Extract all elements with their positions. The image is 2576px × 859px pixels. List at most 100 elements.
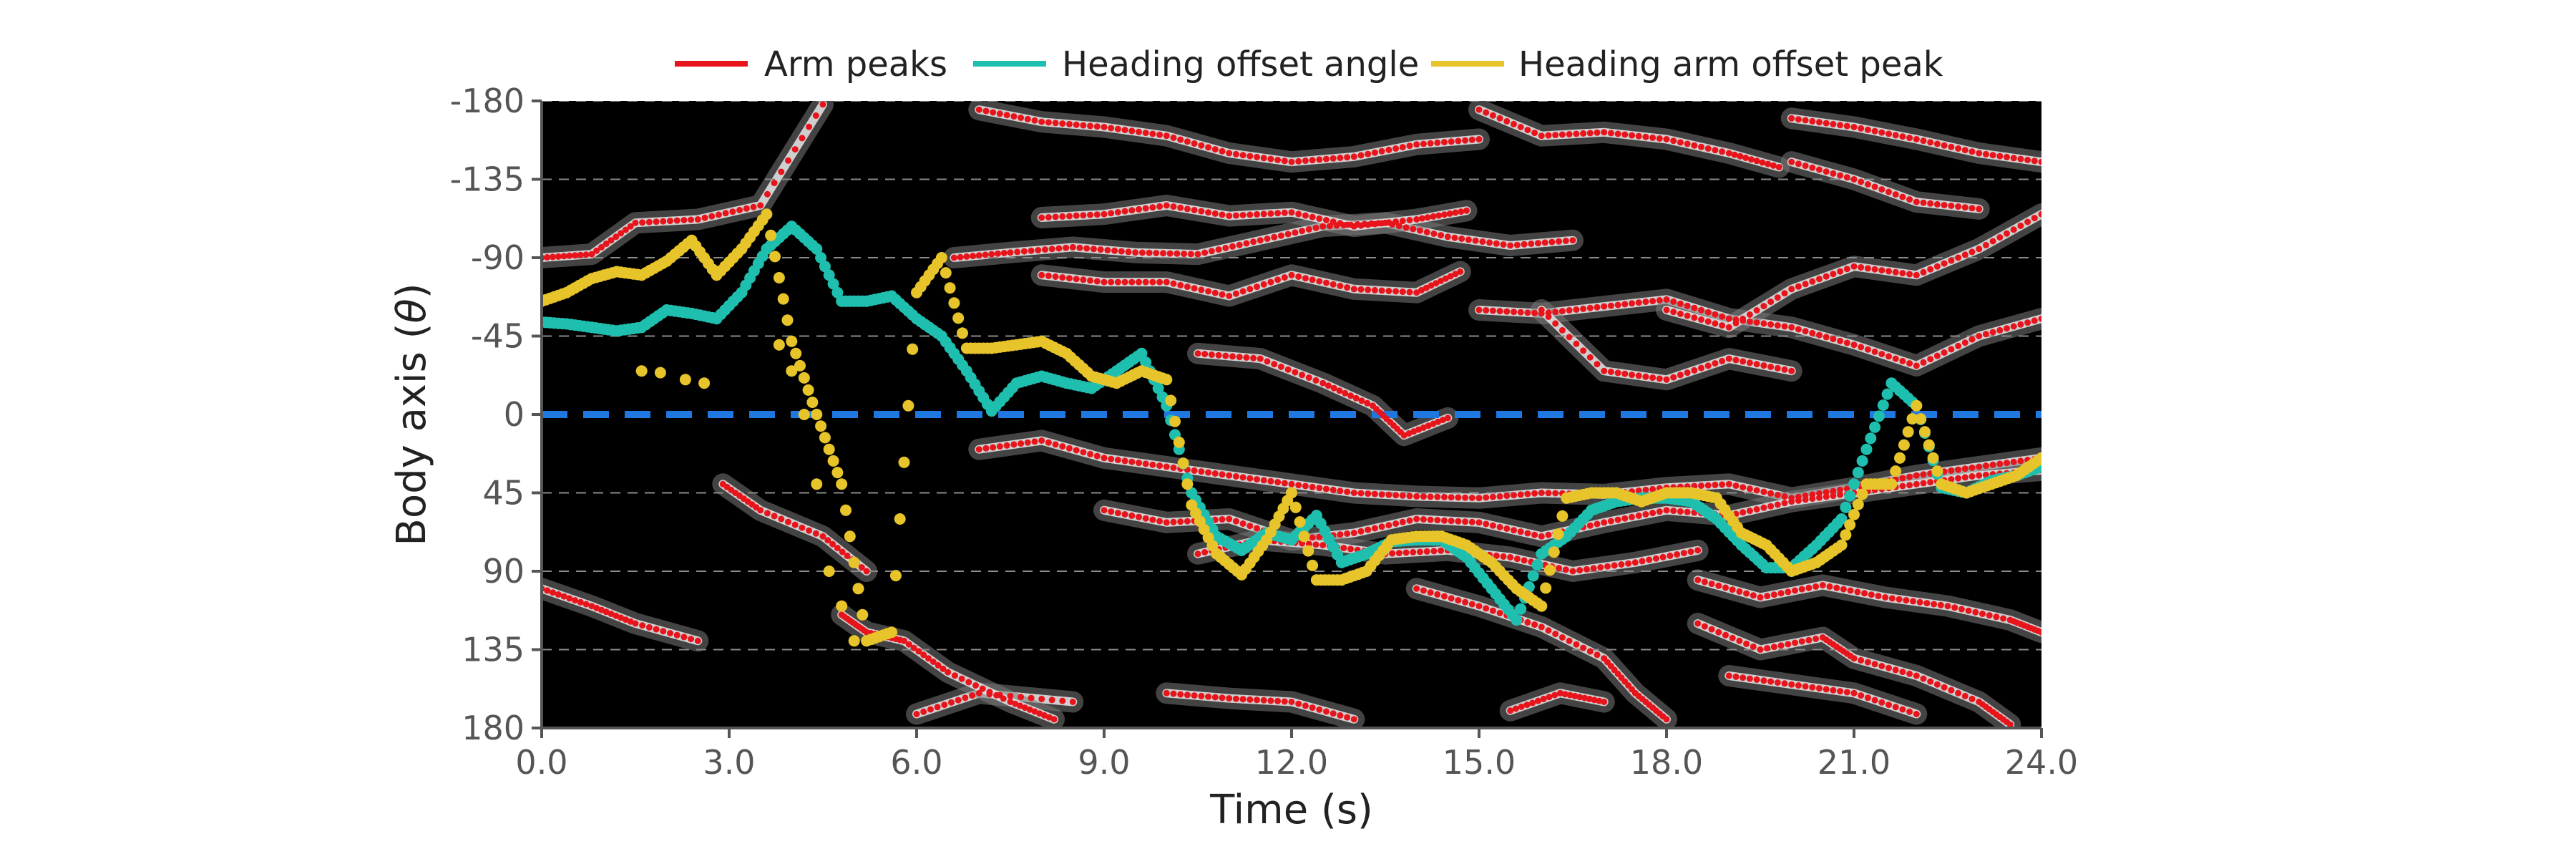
arm-peak-point	[694, 637, 701, 644]
arm-peak-point	[1438, 232, 1445, 239]
arm-peak-point	[1864, 265, 1871, 272]
arm-peaks-track-19	[1507, 689, 1608, 714]
arm-peak-point	[1843, 174, 1850, 181]
arm-peak-point	[1045, 119, 1052, 126]
arm-peak-point	[1531, 531, 1538, 538]
arm-peak-point	[1996, 234, 2004, 241]
arm-peak-point	[1823, 489, 1830, 496]
arm-peak-point	[1142, 130, 1149, 137]
arm-peak-point	[1486, 239, 1493, 246]
arm-peak-point	[1823, 120, 1830, 127]
arm-peak-point	[1260, 281, 1267, 288]
arm-peak-point	[1531, 490, 1538, 497]
arm-peak-point	[1760, 303, 1767, 310]
arm-peak-point	[1722, 584, 1729, 591]
arm-peak-point	[1557, 689, 1563, 697]
series-3	[635, 339, 860, 647]
arm-peak-point	[1656, 375, 1663, 382]
arm-peak-point	[1573, 306, 1580, 313]
arm-peak-point	[2038, 629, 2041, 636]
arm-peak-point	[1475, 106, 1483, 113]
arm-peak-point	[1038, 695, 1045, 702]
arm-peak-point	[1670, 508, 1677, 515]
arm-peak-point	[1961, 474, 1968, 481]
arm-peak-point	[1590, 565, 1597, 572]
legend-label-heading-offset-angle: Heading offset angle	[1062, 44, 1419, 84]
arm-peak-point	[1418, 215, 1425, 222]
arm-peak-point	[1961, 339, 1968, 346]
y-tick-label-0: -180	[450, 82, 525, 120]
arm-peak-point	[1871, 183, 1878, 190]
arm-peak-point	[608, 611, 615, 617]
arm-peak-point	[1646, 556, 1653, 563]
series-point	[811, 409, 823, 420]
series-point	[1852, 467, 1864, 479]
arm-peak-point	[1246, 211, 1254, 218]
arm-peak-point	[1020, 248, 1028, 255]
arm-peak-point	[1205, 209, 1212, 216]
arm-peak-point	[1774, 322, 1781, 329]
arm-peak-point	[2017, 321, 2024, 328]
arm-peak-point	[799, 135, 806, 142]
arm-peak-point	[1018, 440, 1025, 447]
arm-peak-point	[1531, 130, 1538, 137]
arm-peak-point	[930, 659, 937, 665]
arm-peak-point	[1441, 593, 1448, 600]
arm-peak-point	[1226, 515, 1233, 523]
arm-peak-point	[1604, 563, 1611, 570]
arm-peak-point	[1309, 483, 1316, 490]
arm-peak-point	[1281, 698, 1288, 705]
arm-peak-point	[598, 243, 605, 251]
series-point	[1165, 394, 1177, 407]
arm-peak-point	[1073, 121, 1080, 128]
arm-peak-point	[1927, 479, 1934, 486]
arm-peak-point	[1198, 142, 1205, 149]
arm-peak-point	[1205, 469, 1212, 476]
arm-peak-point	[1573, 641, 1580, 648]
arm-peak-point	[1937, 601, 1944, 608]
arm-peak-point	[1184, 518, 1191, 525]
series-point	[831, 467, 844, 479]
arm-peak-point	[544, 254, 551, 261]
arm-peak-point	[1399, 144, 1406, 151]
arm-peak-point	[1392, 492, 1400, 499]
arm-peak-point	[1968, 695, 1976, 702]
arm-peak-point	[1441, 493, 1448, 500]
arm-peak-point	[1781, 500, 1788, 507]
arm-peak-point	[1163, 519, 1170, 526]
arm-peak-point	[1423, 228, 1430, 236]
arm-peak-point	[1580, 644, 1587, 651]
arm-peak-point	[1704, 482, 1712, 489]
arm-peak-point	[1402, 549, 1410, 556]
arm-peak-point	[1438, 547, 1445, 554]
arm-peak-point	[577, 251, 584, 258]
arm-peak-point	[1941, 684, 1948, 691]
arm-peak-point	[1635, 132, 1642, 140]
arm-peak-point	[812, 112, 819, 119]
arm-peak-point	[1324, 382, 1332, 389]
series-point	[1531, 559, 1543, 571]
arm-peak-point	[1031, 438, 1038, 445]
arm-peak-point	[1740, 674, 1747, 681]
arm-peak-point	[708, 213, 716, 220]
arm-peak-point	[1455, 518, 1462, 525]
arm-peak-point	[1215, 246, 1222, 253]
arm-peak-point	[1344, 488, 1351, 495]
arm-peak-point	[1128, 127, 1136, 135]
y-tick-label-4: 0	[504, 395, 525, 434]
arm-peak-point	[750, 203, 757, 210]
arm-peak-point	[1850, 176, 1858, 183]
arm-peak-point	[1586, 522, 1594, 529]
arm-peak-point	[1725, 355, 1732, 362]
arm-peak-point	[819, 533, 826, 540]
arm-peak-point	[945, 669, 952, 676]
arm-peak-point	[1656, 135, 1663, 142]
arm-peak-point	[1399, 288, 1406, 296]
arm-peak-point	[1021, 704, 1028, 712]
arm-peak-point	[1982, 331, 1989, 338]
arm-peak-point	[1257, 355, 1264, 362]
arm-peak-point	[1344, 284, 1351, 291]
arm-peak-point	[1642, 511, 1649, 518]
arm-peak-point	[1521, 241, 1528, 248]
arm-peak-point	[1770, 162, 1777, 169]
